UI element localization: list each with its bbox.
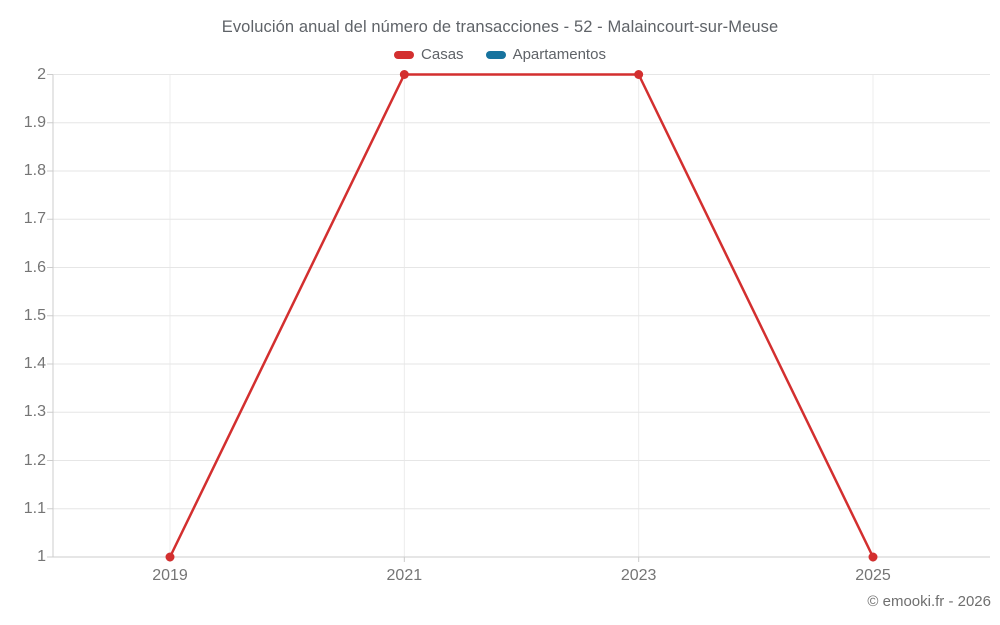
chart-title: Evolución anual del número de transaccio… — [221, 18, 779, 36]
x-tick-label: 2023 — [620, 567, 657, 584]
y-tick-label: 1 — [37, 548, 46, 565]
casas-series-swatch-icon — [394, 50, 415, 59]
y-tick-label: 1.9 — [23, 113, 46, 131]
x-tick-label: 2025 — [855, 567, 891, 584]
x-tick-label: 2021 — [386, 567, 423, 584]
y-tick-label: 1.3 — [23, 403, 46, 421]
legend: Casas Apartamentos — [0, 46, 1000, 63]
y-tick-label: 1.1 — [23, 499, 46, 517]
legend-item-casas[interactable]: Casas — [394, 46, 464, 63]
y-tick-label: 1.7 — [23, 210, 46, 228]
y-tick-label: 1.5 — [23, 306, 46, 324]
y-tick-label: 1.8 — [23, 162, 46, 179]
y-tick-label: 1.4 — [23, 355, 46, 372]
y-tick-label: 2 — [37, 65, 46, 83]
data-point-casas[interactable] — [868, 552, 878, 562]
x-tick-label: 2019 — [152, 567, 188, 584]
y-tick-label: 1.2 — [23, 451, 46, 469]
legend-label-apartamentos: Apartamentos — [512, 46, 606, 63]
legend-item-apartamentos[interactable]: Apartamentos — [485, 46, 606, 63]
apartamentos-series-swatch-icon — [485, 50, 506, 59]
data-point-casas[interactable] — [634, 70, 644, 79]
copyright-text: © emooki.fr - 2026 — [867, 593, 991, 610]
data-point-casas[interactable] — [399, 70, 409, 79]
series-line-casas — [168, 73, 875, 558]
y-tick-label: 1.6 — [23, 258, 46, 276]
legend-label-casas: Casas — [421, 46, 464, 63]
data-point-casas[interactable] — [165, 552, 175, 562]
